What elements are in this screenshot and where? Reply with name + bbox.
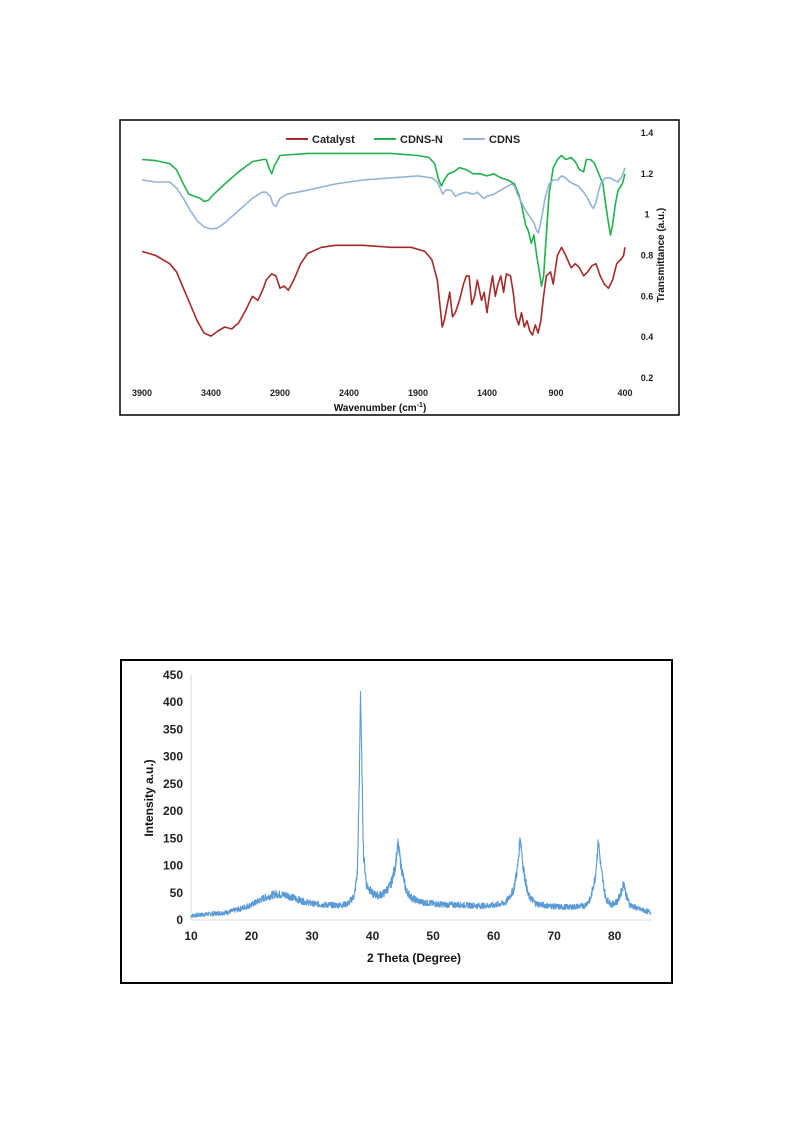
xrd-axes: 10 20 30 40 50 60 70 80 0 50 100 150 200 250 300 350 400… bbox=[163, 668, 651, 943]
ftir-x-tick-label: 2900 bbox=[270, 388, 290, 398]
ftir-y-tick-label: 1 bbox=[644, 210, 649, 220]
xrd-plot-area bbox=[190, 690, 652, 918]
ftir-legend-label: CDNS-N bbox=[400, 134, 443, 146]
xrd-y-tick-label: 0 bbox=[176, 913, 183, 927]
xrd-y-tick-label: 300 bbox=[163, 750, 183, 764]
xrd-x-tick-label: 30 bbox=[305, 929, 319, 943]
xrd-x-tick-label: 80 bbox=[608, 929, 622, 943]
xrd-y-tick-label: 250 bbox=[163, 777, 183, 791]
ftir-x-tick-label: 1900 bbox=[408, 388, 428, 398]
ftir-y-tick-label: 0.8 bbox=[641, 251, 654, 261]
ftir-y-tick-label: 0.4 bbox=[641, 332, 654, 342]
xrd-x-tick-label: 70 bbox=[547, 929, 561, 943]
xrd-x-tick-label: 40 bbox=[366, 929, 380, 943]
ftir-x-tick-label: 3400 bbox=[201, 388, 221, 398]
ftir-axes: 3900 3400 2900 2400 1900 1400 900 400 0.2 0.4 0.6 0… bbox=[132, 128, 653, 398]
ftir-x-tick-label: 1400 bbox=[477, 388, 497, 398]
xrd-y-tick-label: 450 bbox=[163, 668, 183, 682]
xrd-intensity-line bbox=[190, 690, 652, 918]
xrd-y-tick-label: 350 bbox=[163, 722, 183, 736]
ftir-x-tick-label: 400 bbox=[617, 388, 632, 398]
ftir-legend-label: Catalyst bbox=[312, 134, 355, 146]
ftir-y-tick-label: 1.4 bbox=[641, 128, 654, 138]
ftir-legend: Catalyst CDNS-N CDNS bbox=[286, 134, 520, 146]
ftir-chart-border bbox=[119, 119, 680, 416]
ftir-y-tick-label: 0.6 bbox=[641, 291, 654, 301]
ftir-y-axis-label: Transmittance (a.u.) bbox=[656, 208, 667, 302]
ftir-x-tick-label: 2400 bbox=[339, 388, 359, 398]
xrd-y-axis-label: Intensity a.u.) bbox=[142, 759, 156, 836]
xrd-x-tick-label: 10 bbox=[184, 929, 198, 943]
xrd-x-axis-label: 2 Theta (Degree) bbox=[367, 951, 461, 965]
ftir-y-tick-label: 0.2 bbox=[641, 373, 654, 383]
xrd-chart-border bbox=[120, 659, 673, 984]
ftir-x-tick-label: 900 bbox=[548, 388, 563, 398]
xrd-x-tick-label: 50 bbox=[426, 929, 440, 943]
xrd-x-tick-label: 20 bbox=[245, 929, 259, 943]
ftir-series-cdns-n-line bbox=[141, 152, 626, 287]
xrd-y-tick-label: 150 bbox=[163, 831, 183, 845]
xrd-y-tick-label: 100 bbox=[163, 859, 183, 873]
ftir-x-axis-label: Wavenumber (cm-1) bbox=[334, 402, 427, 414]
ftir-x-tick-label: 3900 bbox=[132, 388, 152, 398]
xrd-y-tick-label: 50 bbox=[170, 886, 184, 900]
ftir-plot-area bbox=[141, 152, 626, 337]
xrd-x-tick-label: 60 bbox=[487, 929, 501, 943]
ftir-series-cdns-line bbox=[141, 167, 626, 234]
xrd-y-tick-label: 400 bbox=[163, 695, 183, 709]
ftir-y-tick-label: 1.2 bbox=[641, 169, 654, 179]
xrd-y-tick-label: 200 bbox=[163, 804, 183, 818]
ftir-legend-label: CDNS bbox=[489, 134, 520, 146]
ftir-series-catalyst-line bbox=[141, 244, 626, 337]
